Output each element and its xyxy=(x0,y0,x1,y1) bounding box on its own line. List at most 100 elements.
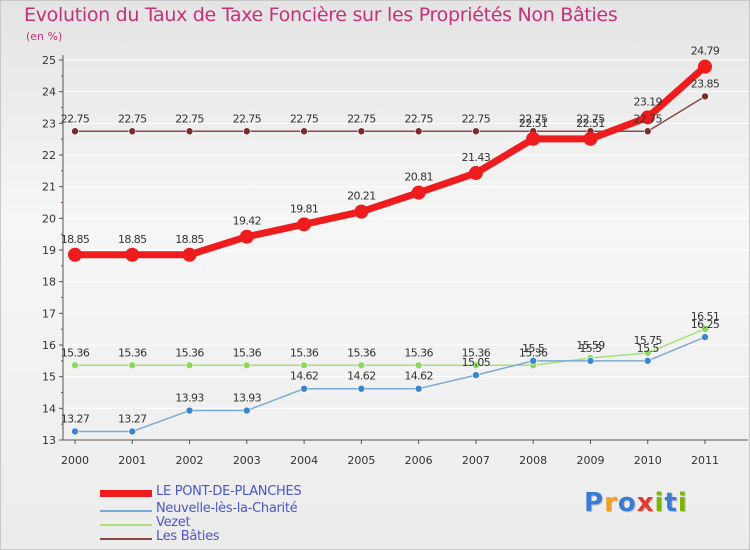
logo-letter: P xyxy=(584,488,605,518)
legend-swatch xyxy=(100,538,152,540)
logo-letter: r xyxy=(604,488,618,518)
y-tick-label: 15 xyxy=(42,371,56,384)
data-label: 23.19 xyxy=(633,95,662,108)
data-point xyxy=(411,185,426,200)
series-neuvelle-l-s-la-charit- xyxy=(71,333,709,436)
y-tick-label: 23 xyxy=(42,117,56,130)
data-label: 22.75 xyxy=(462,112,491,125)
data-point xyxy=(182,247,197,262)
data-label: 22.75 xyxy=(118,112,147,125)
data-label: 15.05 xyxy=(462,356,491,369)
data-label: 20.81 xyxy=(404,171,433,184)
series-line xyxy=(75,328,706,367)
data-point xyxy=(300,127,308,136)
data-point xyxy=(354,204,369,219)
y-tick-label: 21 xyxy=(42,181,56,194)
data-point xyxy=(357,384,366,393)
chart-title: Evolution du Taux de Taxe Foncière sur l… xyxy=(24,4,618,26)
data-label: 15.36 xyxy=(462,346,491,359)
data-label: 14.62 xyxy=(290,370,319,383)
series-line xyxy=(75,95,706,132)
data-point xyxy=(300,384,308,393)
y-tick-label: 22 xyxy=(42,149,56,162)
data-label: 22.75 xyxy=(290,112,319,125)
data-label: 13.93 xyxy=(233,392,262,405)
data-label: 15.36 xyxy=(118,346,147,359)
legend-label: Neuvelle-lès-la-Charité xyxy=(156,501,298,516)
data-labels: 22.75 22.75 22.75 22.75 22.75 22.75 22.75 22.75… xyxy=(61,45,721,426)
y-tick-label: 17 xyxy=(42,307,56,320)
data-point xyxy=(698,59,712,74)
data-label: 22.75 xyxy=(175,112,204,125)
data-label: 13.93 xyxy=(175,392,204,405)
data-label: 20.21 xyxy=(347,190,376,203)
data-point xyxy=(414,361,423,370)
data-point xyxy=(185,361,194,370)
data-label: 19.81 xyxy=(290,202,319,215)
data-label: 22.75 xyxy=(233,112,262,125)
series-line xyxy=(75,64,708,259)
data-point xyxy=(239,229,254,244)
data-label: 15.36 xyxy=(404,346,433,359)
x-tick-label: 2010 xyxy=(634,454,662,467)
data-point xyxy=(185,127,194,136)
data-point xyxy=(243,406,251,415)
x-tick-label: 2003 xyxy=(233,454,261,467)
data-point xyxy=(357,127,366,136)
y-tick-label: 24 xyxy=(42,86,56,99)
data-label: 15.5 xyxy=(522,342,545,355)
unit-label: (en %) xyxy=(26,30,63,43)
data-point xyxy=(128,127,137,136)
x-tick-label: 2005 xyxy=(347,454,375,467)
data-point xyxy=(529,357,537,365)
x-tick-label: 2001 xyxy=(118,454,146,467)
data-label: 16.51 xyxy=(691,310,720,323)
legend-swatch xyxy=(100,510,152,512)
logo-letter: x xyxy=(636,488,655,518)
x-tick-label: 2000 xyxy=(61,454,89,467)
data-label: 15.36 xyxy=(233,346,262,359)
data-point xyxy=(125,247,140,262)
data-point xyxy=(640,110,655,125)
data-label: 23.85 xyxy=(691,77,720,90)
x-tick-label: 2011 xyxy=(691,454,719,467)
y-tick-label: 18 xyxy=(42,276,56,289)
y-tick-label: 13 xyxy=(42,434,56,447)
data-label: 15.36 xyxy=(347,346,376,359)
data-label: 13.27 xyxy=(61,412,90,425)
y-tick-label: 25 xyxy=(42,54,56,67)
data-point xyxy=(701,333,709,341)
series-vezet xyxy=(71,325,709,370)
x-tick-label: 2004 xyxy=(290,454,318,467)
data-label: 16.25 xyxy=(691,318,720,331)
logo-letter: o xyxy=(617,488,637,518)
data-label: 22.75 xyxy=(347,112,376,125)
data-label: 22.75 xyxy=(576,112,605,125)
data-point xyxy=(68,247,82,262)
data-point xyxy=(472,127,480,136)
data-point xyxy=(357,361,366,370)
data-point xyxy=(643,349,652,357)
series-les-b-ties xyxy=(71,92,709,136)
data-label: 22.51 xyxy=(576,117,605,130)
data-label: 22.51 xyxy=(519,117,548,130)
x-tick-label: 2002 xyxy=(176,454,204,467)
data-label: 21.43 xyxy=(462,151,491,164)
data-point xyxy=(71,427,79,436)
x-tick-label: 2006 xyxy=(405,454,433,467)
logo-letter: t xyxy=(664,488,678,518)
data-point xyxy=(300,361,308,370)
data-point xyxy=(472,361,480,370)
y-tick-label: 19 xyxy=(42,244,56,257)
x-tick-label: 2007 xyxy=(462,454,490,467)
series-le-pont-de-planches xyxy=(68,59,712,262)
data-label: 18.85 xyxy=(175,233,204,246)
data-label: 15.59 xyxy=(576,339,605,352)
logo-letter: i xyxy=(654,488,665,518)
series-line xyxy=(75,336,706,433)
data-point xyxy=(128,427,137,436)
data-label: 13.27 xyxy=(118,412,147,425)
data-label: 15.36 xyxy=(290,346,319,359)
data-point xyxy=(586,357,595,365)
logo-letter: i xyxy=(677,488,688,518)
